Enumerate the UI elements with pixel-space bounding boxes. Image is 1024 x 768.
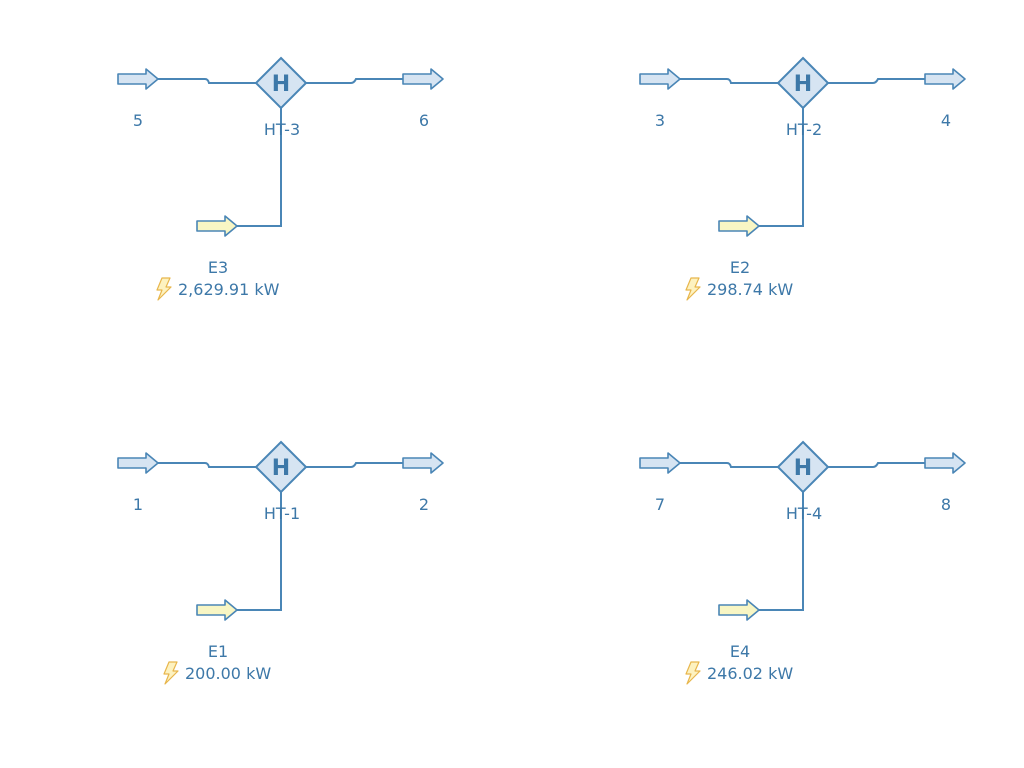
outlet-pipe: [306, 78, 403, 84]
heater-duty-value: 246.02 kW: [707, 664, 793, 683]
energy-stream-arrow-icon[interactable]: [718, 599, 760, 621]
lightning-bolt-icon: [685, 277, 701, 301]
energy-pipe: [237, 492, 282, 611]
heater-label: HT-1: [264, 504, 300, 523]
heater-diamond-icon[interactable]: [776, 440, 830, 494]
inlet-pipe: [158, 78, 256, 84]
heater-symbol: H: [794, 72, 812, 97]
outlet-stream-arrow-icon[interactable]: [924, 68, 966, 90]
energy-stream-label: E1: [208, 642, 228, 661]
heater-symbol: H: [272, 456, 290, 481]
heater-unit[interactable]: H HT-1 1 2 E1 200.00 kW: [117, 440, 444, 685]
energy-stream-arrow-icon[interactable]: [196, 599, 238, 621]
energy-stream-arrow-icon[interactable]: [718, 215, 760, 237]
heater-label: HT-4: [786, 504, 822, 523]
heater-diamond-icon[interactable]: [254, 440, 308, 494]
lightning-bolt-icon: [156, 277, 172, 301]
heater-duty-value: 298.74 kW: [707, 280, 793, 299]
energy-pipe: [759, 108, 804, 227]
outlet-stream-arrow-icon[interactable]: [402, 452, 444, 474]
heater-symbol: H: [794, 456, 812, 481]
inlet-stream-label: 1: [133, 495, 143, 514]
heater-symbol: H: [272, 72, 290, 97]
heater-label: HT-2: [786, 120, 822, 139]
heater-label: HT-3: [264, 120, 300, 139]
outlet-pipe: [306, 462, 403, 468]
heater-duty-value: 2,629.91 kW: [178, 280, 280, 299]
heater-unit[interactable]: H HT-2 3 4 E2 298.74 kW: [639, 56, 966, 301]
heater-diamond-icon[interactable]: [254, 56, 308, 110]
inlet-stream-label: 5: [133, 111, 143, 130]
inlet-stream-arrow-icon[interactable]: [117, 452, 159, 474]
energy-stream-label: E3: [208, 258, 228, 277]
lightning-bolt-icon: [685, 661, 701, 685]
energy-stream-arrow-icon[interactable]: [196, 215, 238, 237]
inlet-stream-arrow-icon[interactable]: [117, 68, 159, 90]
outlet-pipe: [828, 462, 925, 468]
outlet-stream-label: 8: [941, 495, 951, 514]
heater-unit[interactable]: H HT-4 7 8 E4 246.02 kW: [639, 440, 966, 685]
inlet-stream-label: 3: [655, 111, 665, 130]
inlet-stream-arrow-icon[interactable]: [639, 452, 681, 474]
energy-stream-label: E2: [730, 258, 750, 277]
heater-diamond-icon[interactable]: [776, 56, 830, 110]
inlet-stream-label: 7: [655, 495, 665, 514]
energy-pipe: [759, 492, 804, 611]
outlet-stream-label: 2: [419, 495, 429, 514]
inlet-pipe: [158, 462, 256, 468]
inlet-pipe: [680, 78, 778, 84]
outlet-stream-label: 4: [941, 111, 951, 130]
energy-stream-label: E4: [730, 642, 750, 661]
outlet-pipe: [828, 78, 925, 84]
lightning-bolt-icon: [163, 661, 179, 685]
heater-duty-value: 200.00 kW: [185, 664, 271, 683]
outlet-stream-arrow-icon[interactable]: [402, 68, 444, 90]
energy-pipe: [237, 108, 282, 227]
heater-unit[interactable]: H HT-3 5 6 E3 2,629.91 kW: [117, 56, 444, 301]
outlet-stream-arrow-icon[interactable]: [924, 452, 966, 474]
inlet-stream-arrow-icon[interactable]: [639, 68, 681, 90]
inlet-pipe: [680, 462, 778, 468]
outlet-stream-label: 6: [419, 111, 429, 130]
